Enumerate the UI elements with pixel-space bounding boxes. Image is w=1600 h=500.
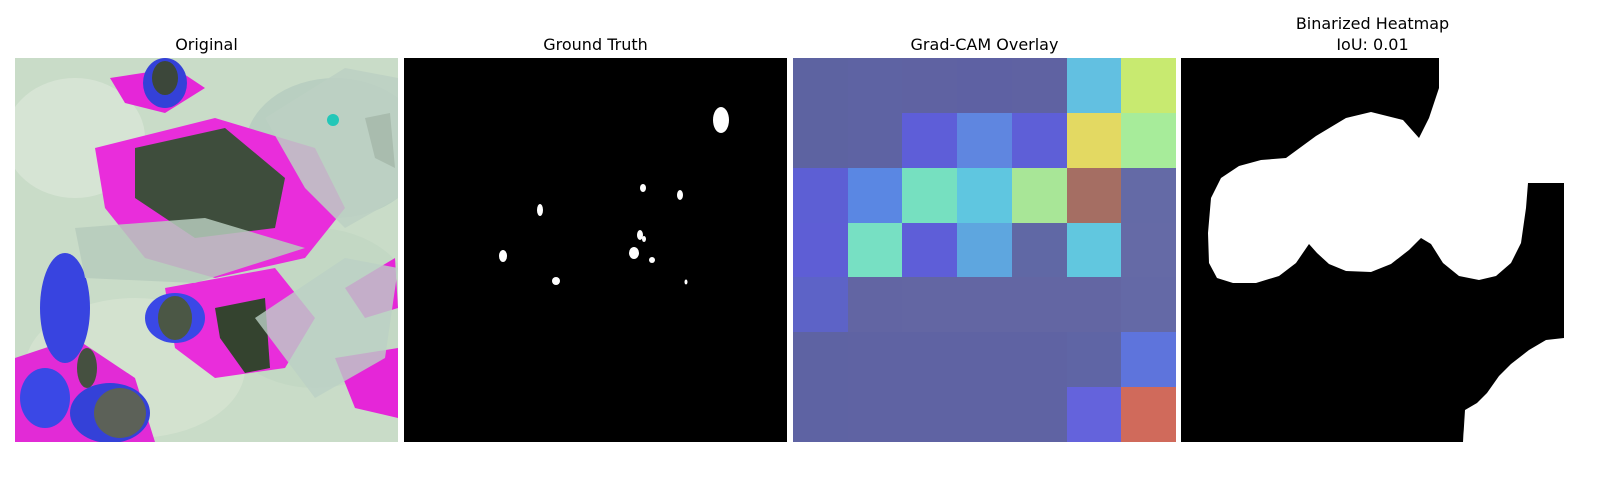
heatmap-cell xyxy=(1066,167,1122,223)
heatmap-cell xyxy=(1066,222,1122,278)
heatmap-cell xyxy=(1121,58,1176,113)
heatmap-cell xyxy=(1121,387,1176,442)
heatmap-cell xyxy=(1011,112,1067,168)
ground-truth-svg xyxy=(404,58,787,442)
binarized-blob xyxy=(1208,58,1564,283)
binarized-lower-lobe xyxy=(1463,338,1564,442)
gradcam-overlay xyxy=(793,58,1176,442)
heatmap-cell xyxy=(957,387,1012,442)
heatmap-cell xyxy=(1121,277,1176,333)
heatmap-cell xyxy=(957,332,1012,388)
heatmap-cell xyxy=(793,332,848,388)
heatmap-cell xyxy=(1011,332,1067,388)
heatmap-cell xyxy=(793,112,848,168)
heatmap-cell xyxy=(1011,167,1067,223)
heatmap-cell xyxy=(902,167,958,223)
heatmap-cell xyxy=(1011,387,1067,442)
heatmap-cell xyxy=(1011,222,1067,278)
heatmap-cell xyxy=(957,277,1012,333)
heatmap-cell xyxy=(847,277,903,333)
heatmap-cell xyxy=(793,277,848,333)
heatmap-cell xyxy=(957,167,1012,223)
original-leaf-illustration xyxy=(15,58,398,442)
iou-subtitle: IoU: 0.01 xyxy=(1336,35,1409,54)
ground-truth-mask xyxy=(404,58,787,442)
heatmap-cell xyxy=(1121,222,1176,278)
heatmap-cell xyxy=(902,277,958,333)
heatmap-cell xyxy=(902,58,958,113)
binarized-heatmap-svg xyxy=(1181,58,1564,442)
gradcam-heat-grid xyxy=(793,58,1176,442)
original-title: Original xyxy=(175,35,238,54)
heatmap-cell xyxy=(957,222,1012,278)
binarized-title: Binarized Heatmap xyxy=(1295,14,1450,33)
heatmap-cell xyxy=(1066,277,1122,333)
original-image xyxy=(15,58,398,442)
gradcam-title: Grad-CAM Overlay xyxy=(910,35,1059,54)
heatmap-cell xyxy=(1066,58,1122,113)
heatmap-cell xyxy=(1121,112,1176,168)
heatmap-cell xyxy=(1121,332,1176,388)
heatmap-cell xyxy=(957,58,1012,113)
heatmap-cell xyxy=(847,58,903,113)
heatmap-cell xyxy=(793,167,848,223)
heatmap-cell xyxy=(847,387,903,442)
heatmap-cell xyxy=(1011,58,1067,113)
heatmap-cell xyxy=(902,332,958,388)
heatmap-cell xyxy=(793,222,848,278)
heatmap-cell xyxy=(847,112,903,168)
binarized-heatmap xyxy=(1181,58,1564,442)
heatmap-cell xyxy=(847,167,903,223)
heatmap-cell xyxy=(902,112,958,168)
heatmap-cell xyxy=(793,58,848,113)
heatmap-cell xyxy=(847,222,903,278)
heatmap-cell xyxy=(902,222,958,278)
heatmap-cell xyxy=(1011,277,1067,333)
heatmap-cell xyxy=(902,387,958,442)
ground-truth-title: Ground Truth xyxy=(543,35,648,54)
heatmap-cell xyxy=(1066,387,1122,442)
heatmap-cell xyxy=(1066,332,1122,388)
heatmap-cell xyxy=(957,112,1012,168)
heatmap-cell xyxy=(793,387,848,442)
heatmap-cell xyxy=(1121,167,1176,223)
heatmap-cell xyxy=(847,332,903,388)
heatmap-cell xyxy=(1066,112,1122,168)
